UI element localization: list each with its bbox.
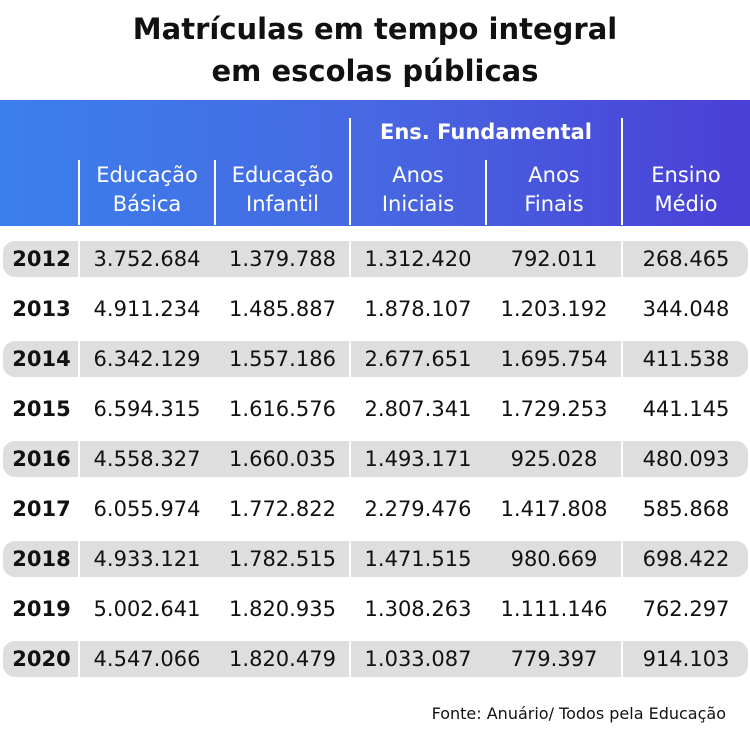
column-header: Infantil	[246, 192, 319, 216]
header-divider	[214, 160, 216, 225]
row-background	[3, 341, 748, 377]
year-cell: 2013	[12, 297, 71, 321]
value-cell: 1.695.754	[500, 347, 608, 371]
row-divider	[621, 441, 623, 477]
value-cell: 4.547.066	[93, 647, 201, 671]
row-divider	[349, 541, 351, 577]
row-divider	[349, 341, 351, 377]
value-cell: 1.557.186	[229, 347, 336, 371]
column-header: Educação	[231, 163, 334, 187]
value-cell: 6.342.129	[93, 347, 201, 371]
value-cell: 1.878.107	[364, 297, 472, 321]
value-cell: 1.312.420	[364, 247, 472, 271]
row-divider	[349, 241, 351, 277]
value-cell: 1.417.808	[500, 497, 608, 521]
row-divider	[621, 641, 623, 677]
value-cell: 1.111.146	[500, 597, 608, 621]
column-header: Básica	[112, 192, 182, 216]
value-cell: 698.422	[642, 547, 730, 571]
value-cell: 585.868	[642, 497, 730, 521]
value-cell: 2.807.341	[364, 397, 472, 421]
value-cell: 914.103	[642, 647, 730, 671]
value-cell: 762.297	[642, 597, 730, 621]
value-cell: 1.729.253	[500, 397, 608, 421]
value-cell: 980.669	[510, 547, 598, 571]
row-background	[3, 441, 748, 477]
value-cell: 480.093	[642, 447, 730, 471]
row-background	[3, 641, 748, 677]
value-cell: 6.055.974	[93, 497, 201, 521]
table-header	[0, 100, 750, 226]
value-cell: 1.782.515	[229, 547, 336, 571]
column-header: Anos	[392, 163, 444, 187]
row-divider	[621, 541, 623, 577]
value-cell: 1.203.192	[500, 297, 608, 321]
value-cell: 1.379.788	[229, 247, 336, 271]
value-cell: 2.279.476	[364, 497, 472, 521]
column-header: Anos	[528, 163, 580, 187]
row-divider	[78, 441, 80, 477]
value-cell: 2.677.651	[364, 347, 472, 371]
value-cell: 3.752.684	[93, 247, 201, 271]
year-cell: 2019	[12, 597, 71, 621]
value-cell: 1.616.576	[229, 397, 336, 421]
value-cell: 1.033.087	[364, 647, 472, 671]
row-divider	[349, 441, 351, 477]
header-divider	[621, 118, 623, 225]
year-cell: 2014	[12, 347, 71, 371]
row-divider	[78, 641, 80, 677]
value-cell: 925.028	[510, 447, 598, 471]
value-cell: 441.145	[642, 397, 730, 421]
value-cell: 1.820.935	[229, 597, 336, 621]
row-divider	[78, 541, 80, 577]
header-divider	[78, 160, 80, 225]
row-divider	[78, 341, 80, 377]
value-cell: 1.772.822	[229, 497, 336, 521]
value-cell: 1.820.479	[229, 647, 336, 671]
column-header: Finais	[524, 192, 584, 216]
value-cell: 779.397	[510, 647, 598, 671]
year-cell: 2016	[12, 447, 71, 471]
value-cell: 1.308.263	[364, 597, 472, 621]
value-cell: 5.002.641	[93, 597, 201, 621]
column-header: Ensino	[651, 163, 721, 187]
row-divider	[78, 241, 80, 277]
value-cell: 268.465	[642, 247, 730, 271]
value-cell: 4.933.121	[93, 547, 201, 571]
value-cell: 344.048	[642, 297, 730, 321]
source: Fonte: Anuário/ Todos pela Educação	[431, 704, 726, 723]
value-cell: 4.558.327	[93, 447, 201, 471]
year-cell: 2017	[12, 497, 71, 521]
year-cell: 2015	[12, 397, 71, 421]
value-cell: 1.660.035	[229, 447, 336, 471]
row-background	[3, 541, 748, 577]
value-cell: 1.485.887	[229, 297, 336, 321]
header-divider	[349, 118, 351, 225]
row-divider	[621, 241, 623, 277]
column-header: Iniciais	[381, 192, 455, 216]
year-cell: 2012	[12, 247, 71, 271]
row-divider	[621, 341, 623, 377]
title-line: em escolas públicas	[211, 54, 539, 88]
group-header: Ens. Fundamental	[380, 120, 592, 144]
title-line: Matrículas em tempo integral	[132, 12, 618, 46]
column-header: Educação	[96, 163, 198, 187]
row-background	[3, 241, 748, 277]
value-cell: 1.493.171	[364, 447, 472, 471]
year-cell: 2018	[12, 547, 71, 571]
value-cell: 792.011	[510, 247, 598, 271]
value-cell: 411.538	[642, 347, 730, 371]
value-cell: 1.471.515	[364, 547, 472, 571]
value-cell: 4.911.234	[93, 297, 201, 321]
year-cell: 2020	[12, 647, 71, 671]
value-cell: 6.594.315	[93, 397, 201, 421]
header-divider	[485, 160, 487, 225]
column-header: Médio	[654, 192, 718, 216]
row-divider	[349, 641, 351, 677]
